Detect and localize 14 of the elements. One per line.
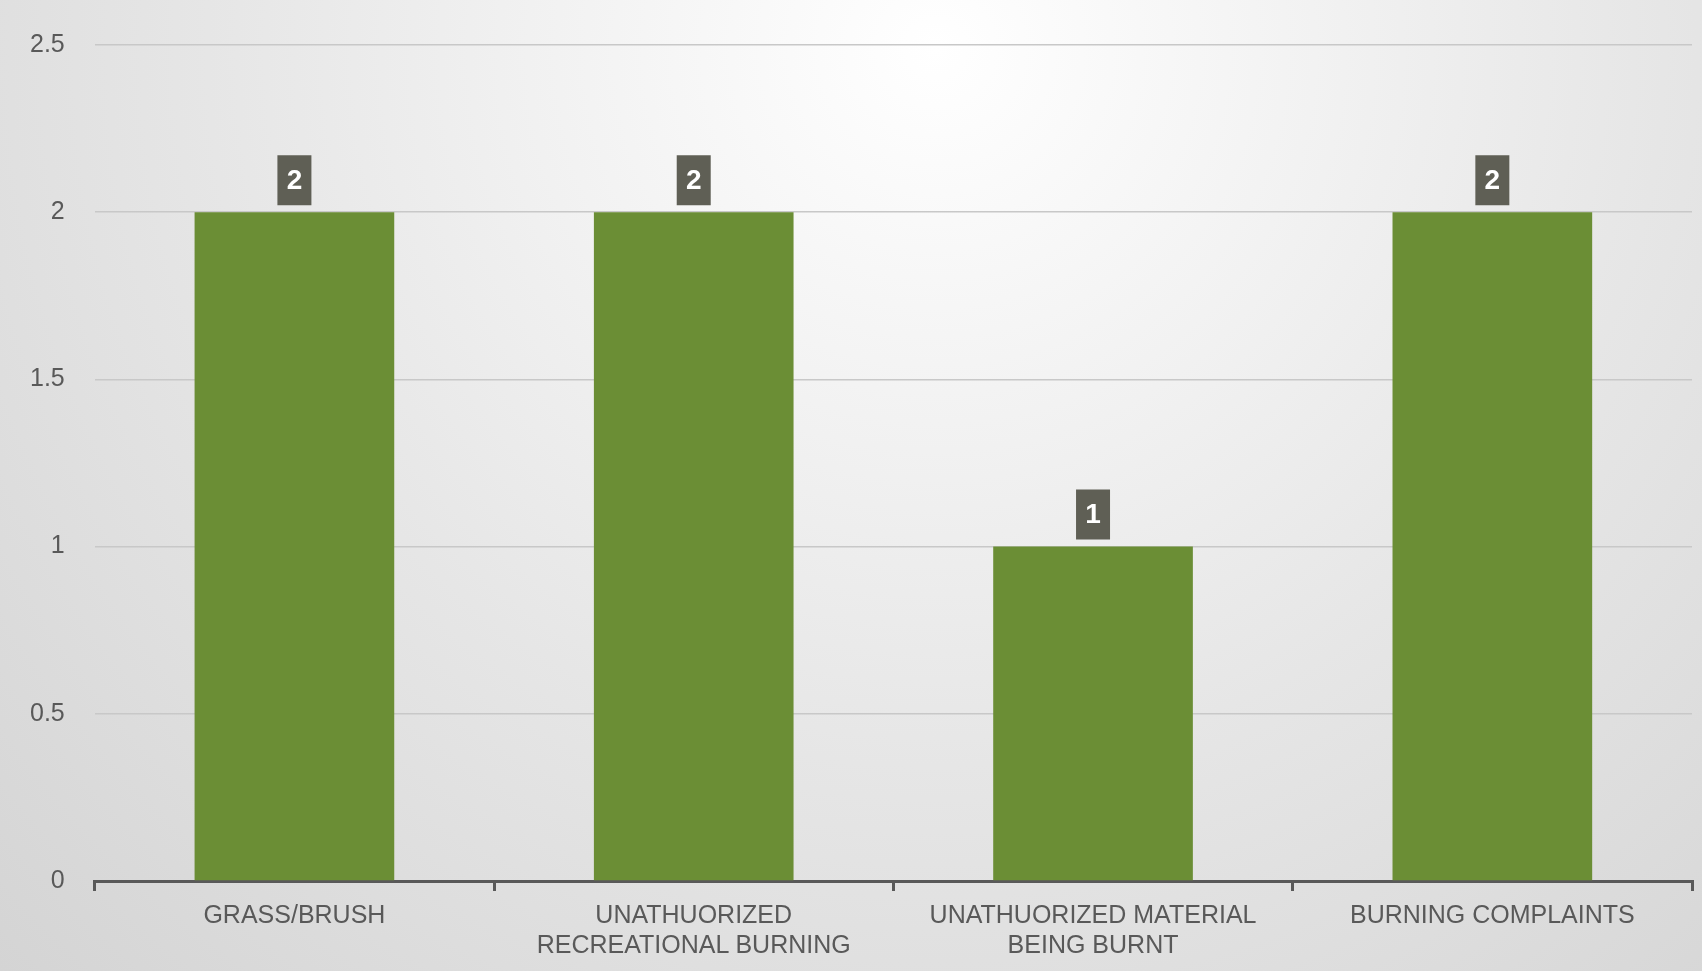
x-tick-label: UNATHUORIZED MATERIAL BEING BURNT: [929, 899, 1257, 958]
y-tick-label: 1.5: [29, 363, 65, 392]
x-tick-label: BURNING COMPLAINTS: [1349, 899, 1635, 928]
data-label: 2: [685, 163, 702, 195]
y-tick-label: 2: [50, 196, 65, 225]
y-tick-label: 2.5: [29, 28, 65, 57]
data-label: 1: [1085, 498, 1101, 530]
x-tick-label: UNATHUORIZED RECREATIONAL BURNING: [536, 899, 851, 958]
data-label: 2: [1484, 163, 1501, 195]
y-tick-label: 0: [50, 864, 65, 893]
data-label: 2: [286, 163, 303, 195]
x-tick-label: GRASS/BRUSH: [203, 899, 386, 928]
y-tick-label: 0.5: [29, 697, 65, 726]
y-tick-label: 1: [50, 530, 65, 559]
